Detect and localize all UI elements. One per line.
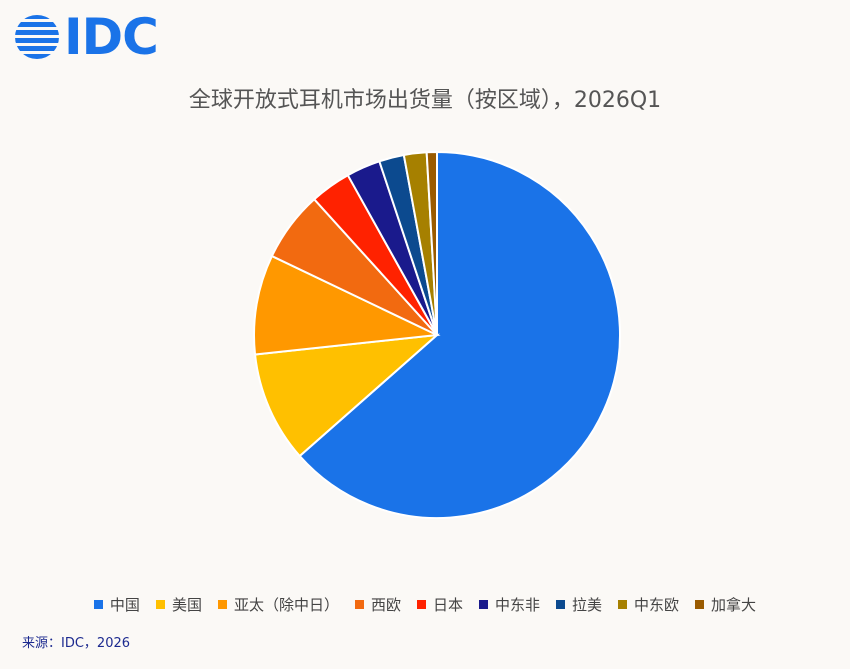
legend-label: 日本 [432, 596, 463, 614]
legend-item: 加拿大 [695, 594, 756, 615]
legend-swatch [479, 600, 488, 609]
logo-text: IDC [64, 8, 159, 66]
legend-item: 西欧 [354, 594, 401, 615]
legend-label: 中东非 [495, 596, 541, 614]
pie-slice-3 [253, 254, 441, 356]
legend-item: 亚太（除中日） [217, 594, 339, 615]
legend-swatch [695, 600, 705, 609]
legend-label: 加拿大 [711, 596, 757, 614]
legend-label: 拉美 [572, 596, 603, 614]
legend-item: 中东欧 [618, 594, 679, 615]
legend-label: 中国 [109, 596, 140, 614]
legend-swatch [354, 600, 364, 609]
legend-swatch [416, 600, 426, 609]
legend-label: 西欧 [370, 596, 401, 614]
legend-swatch [217, 600, 227, 609]
legend-item: 美国 [155, 594, 202, 615]
idc-logo: IDC [14, 8, 159, 66]
legend-item: 拉美 [556, 594, 602, 615]
legend-swatch [556, 600, 566, 609]
legend-swatch [93, 600, 103, 609]
pie-slice-2 [253, 333, 441, 458]
source-note: 来源：IDC，2026 [22, 636, 131, 651]
legend-label: 美国 [171, 596, 202, 614]
legend-swatch [618, 600, 628, 609]
chart-legend: 中国 美国 亚太（除中日） 西欧 日本 中东非 拉美 中东欧 加拿大 [0, 594, 850, 615]
chart-title: 全球开放式耳机市场出货量（按区域），2026Q1 [188, 88, 662, 113]
legend-swatch [155, 600, 165, 609]
legend-item: 中东非 [479, 594, 540, 615]
pie-slice-1 [298, 150, 621, 519]
pie-slice-9 [425, 150, 438, 336]
legend-item: 中国 [93, 594, 140, 615]
legend-item: 日本 [416, 594, 463, 615]
globe-icon [15, 15, 59, 59]
legend-label: 中东欧 [634, 596, 680, 614]
legend-label: 亚太（除中日） [233, 596, 339, 614]
